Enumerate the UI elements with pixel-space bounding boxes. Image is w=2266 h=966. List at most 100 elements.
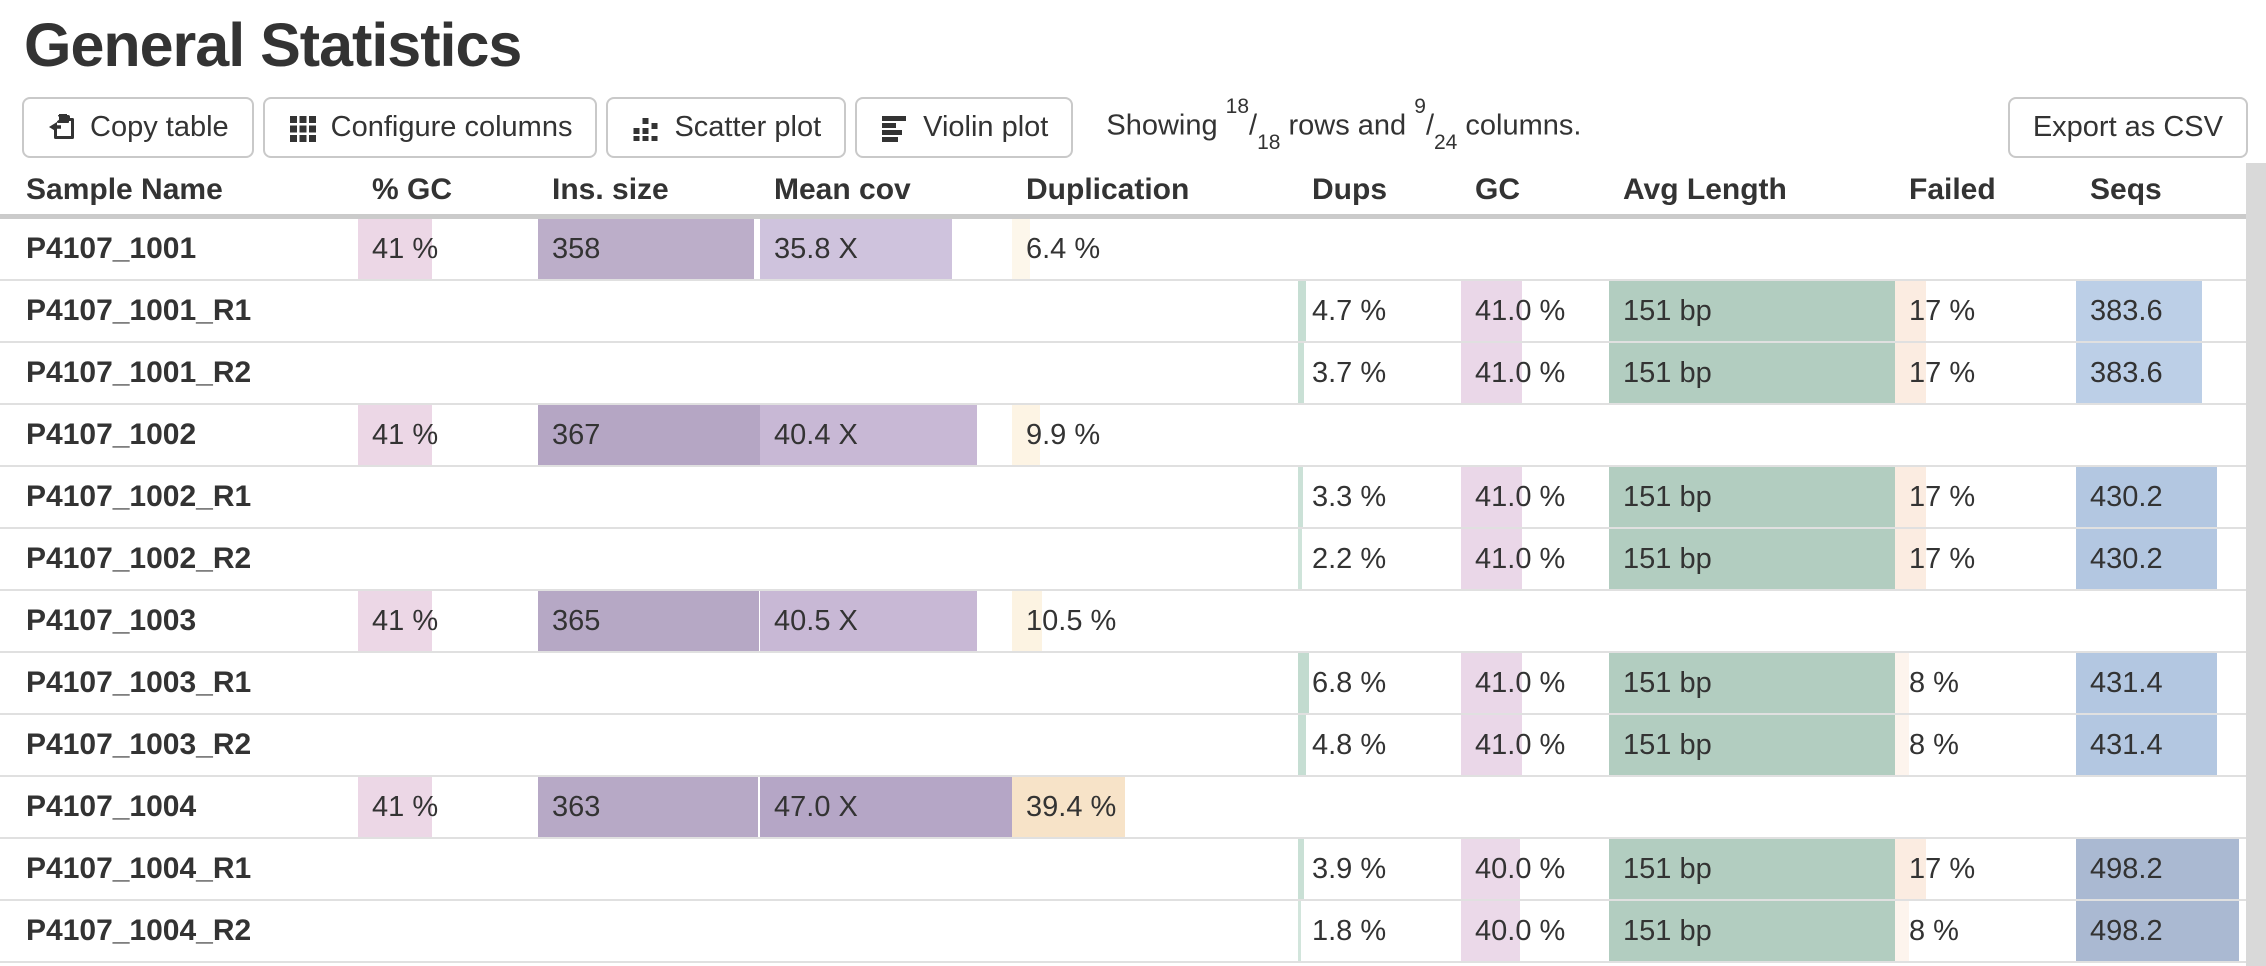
mean_cov-bar <box>760 405 977 465</box>
violin-plot-button[interactable]: Violin plot <box>855 96 1074 158</box>
cell-failed: 17 % <box>1895 343 2076 403</box>
cell-failed: 17 % <box>1895 839 2076 899</box>
cell-pct_gc <box>358 901 538 961</box>
column-header-failed[interactable]: Failed <box>1909 172 1996 206</box>
failed-value: 8 % <box>1909 729 1959 761</box>
cell-dups: 4.7 % <box>1298 281 1461 341</box>
cell-failed <box>1895 405 2076 465</box>
seqs-value: 498.2 <box>2090 915 2163 947</box>
cell-ins_size <box>538 653 760 713</box>
cell-seqs: 383.6 <box>2076 343 2239 403</box>
cell-failed <box>1895 777 2076 837</box>
column-header-ins_size[interactable]: Ins. size <box>552 172 669 206</box>
column-header-dups[interactable]: Dups <box>1312 172 1387 206</box>
scatter-plot-button[interactable]: Scatter plot <box>606 96 847 158</box>
cell-failed <box>1895 219 2076 279</box>
cell-gc: 40.0 % <box>1461 901 1609 961</box>
seqs-bar <box>2076 715 2218 775</box>
sample-name-cell: P4107_1004_R1 <box>26 852 252 885</box>
gc-value: 41.0 % <box>1475 295 1566 327</box>
cell-failed: 17 % <box>1895 281 2076 341</box>
copy-table-label: Copy table <box>90 110 229 143</box>
cell-duplication <box>1012 839 1298 899</box>
avg_length-value: 151 bp <box>1623 481 1712 513</box>
column-header-pct_gc[interactable]: % GC <box>372 172 453 206</box>
copy-table-button[interactable]: Copy table <box>22 96 254 158</box>
sample-name-cell: P4107_1004 <box>26 790 197 823</box>
cell-failed: 8 % <box>1895 653 2076 713</box>
seqs-bar <box>2076 529 2217 589</box>
gc-bar <box>1461 281 1522 341</box>
failed-value: 8 % <box>1909 915 1959 947</box>
column-header-sample[interactable]: Sample Name <box>26 172 223 206</box>
duplication-value: 9.9 % <box>1026 419 1101 451</box>
failed-bar <box>1895 839 1926 899</box>
cell-mean_cov: 35.8 X <box>760 219 1012 279</box>
cell-ins_size <box>538 343 760 403</box>
column-header-gc[interactable]: GC <box>1475 172 1520 206</box>
cell-gc: 41.0 % <box>1461 467 1609 527</box>
cell-gc: 41.0 % <box>1461 343 1609 403</box>
ins_size-value: 365 <box>552 605 601 637</box>
cell-failed: 17 % <box>1895 529 2076 589</box>
duplication-bar <box>1012 777 1125 837</box>
avg_length-bar <box>1609 715 1895 775</box>
duplication-value: 10.5 % <box>1026 605 1117 637</box>
cell-duplication <box>1012 529 1298 589</box>
rows-shown: 18 <box>1225 95 1250 119</box>
dups-value: 4.8 % <box>1312 729 1387 761</box>
table-toolbar: Copy table Configure columns Scatter plo… <box>22 95 2248 158</box>
seqs-bar <box>2076 839 2239 899</box>
avg_length-value: 151 bp <box>1623 667 1712 699</box>
cell-mean_cov <box>760 467 1012 527</box>
avg_length-value: 151 bp <box>1623 853 1712 885</box>
cell-seqs <box>2076 777 2239 837</box>
cell-duplication <box>1012 715 1298 775</box>
cell-mean_cov <box>760 529 1012 589</box>
gc-value: 41.0 % <box>1475 357 1566 389</box>
cell-pct_gc: 41 % <box>358 591 538 651</box>
gc-bar <box>1461 529 1522 589</box>
gc-value: 41.0 % <box>1475 543 1566 575</box>
mean_cov-bar <box>760 777 1012 837</box>
column-header-seqs[interactable]: Seqs <box>2090 172 2162 206</box>
cell-ins_size: 358 <box>538 219 760 279</box>
failed-value: 8 % <box>1909 667 1959 699</box>
table-row: P4107_1003_R2 4.8 % 41.0 % 151 bp 8 % 431.4 <box>0 715 2266 777</box>
seqs-bar <box>2076 901 2239 961</box>
failed-value: 17 % <box>1909 295 1976 327</box>
configure-columns-button[interactable]: Configure columns <box>262 96 598 158</box>
general-statistics-table: Sample Name % GC Ins. size Mean cov Duplicat… <box>0 165 2266 963</box>
table-row: P4107_1002 41 % 367 40.4 X 9.9 % <box>0 405 2266 467</box>
rows-total: 18 <box>1257 130 1281 154</box>
sample-name-cell: P4107_1001_R2 <box>26 356 252 389</box>
vertical-scrollbar[interactable] <box>2246 163 2266 966</box>
cell-ins_size: 365 <box>538 591 760 651</box>
cell-seqs: 431.4 <box>2076 715 2239 775</box>
export-csv-button[interactable]: Export as CSV <box>2007 96 2248 158</box>
dups-bar <box>1298 467 1304 527</box>
cell-ins_size <box>538 901 760 961</box>
columns-shown: 9 <box>1414 95 1426 119</box>
dups-value: 3.7 % <box>1312 357 1387 389</box>
dups-bar <box>1298 281 1306 341</box>
column-header-duplication[interactable]: Duplication <box>1026 172 1190 206</box>
cell-mean_cov: 40.5 X <box>760 591 1012 651</box>
column-header-mean_cov[interactable]: Mean cov <box>774 172 911 206</box>
column-header-avg_length[interactable]: Avg Length <box>1623 172 1787 206</box>
grid-icon <box>288 112 318 142</box>
cell-dups: 3.7 % <box>1298 343 1461 403</box>
failed-bar <box>1895 343 1926 403</box>
cell-duplication: 9.9 % <box>1012 405 1298 465</box>
cell-avg_length: 151 bp <box>1609 529 1895 589</box>
pct_gc-value: 41 % <box>372 233 439 265</box>
sample-name-cell: P4107_1003 <box>26 604 197 637</box>
seqs-value: 383.6 <box>2090 295 2163 327</box>
cell-failed: 8 % <box>1895 715 2076 775</box>
cell-mean_cov <box>760 901 1012 961</box>
avg_length-value: 151 bp <box>1623 915 1712 947</box>
cell-mean_cov <box>760 281 1012 341</box>
ins_size-bar <box>538 405 760 465</box>
cell-avg_length: 151 bp <box>1609 715 1895 775</box>
cell-ins_size <box>538 839 760 899</box>
